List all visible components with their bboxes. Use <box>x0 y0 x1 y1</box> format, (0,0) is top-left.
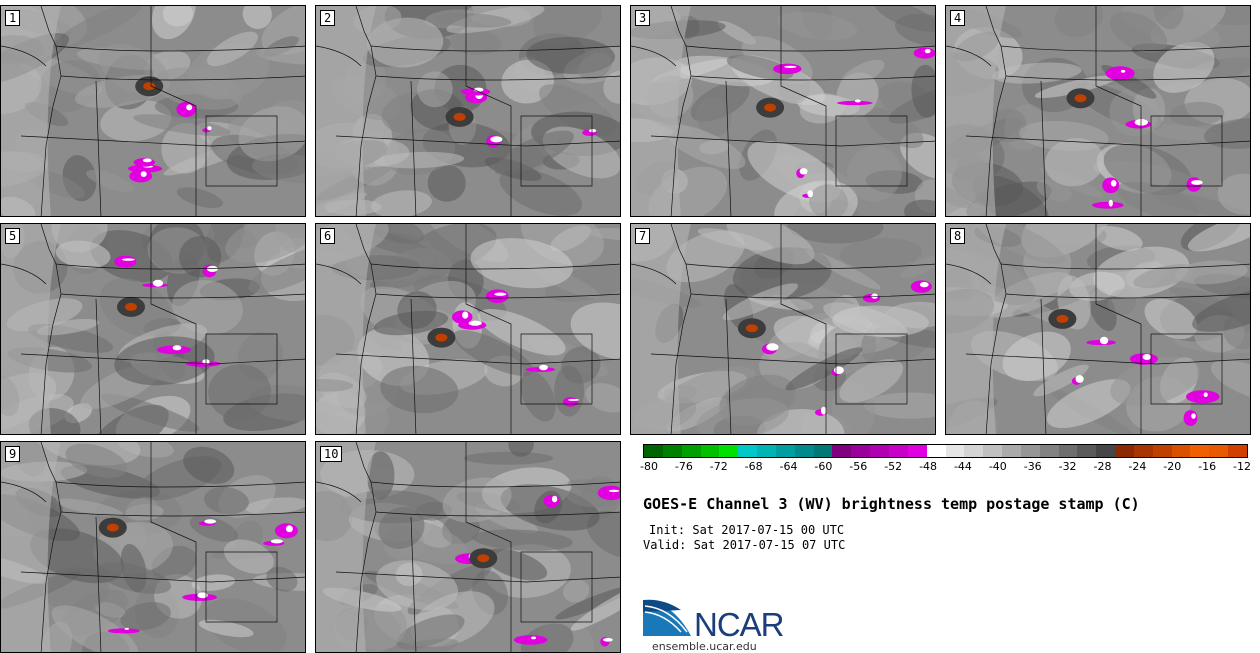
panel-label: 9 <box>5 446 21 462</box>
colorbar-swatch <box>644 445 663 457</box>
colorbar-tick-label: -64 <box>779 460 798 473</box>
panel-10: 10 <box>315 441 621 653</box>
colorbar-swatch <box>907 445 927 457</box>
colorbar-swatch <box>1002 445 1021 457</box>
panel-1: 1 <box>0 5 306 217</box>
colorbar-swatch <box>888 445 908 457</box>
panel-label: 3 <box>635 10 651 26</box>
colorbar-swatch <box>719 445 739 457</box>
panel-3: 3 <box>630 5 936 217</box>
colorbar-swatch <box>1096 445 1116 457</box>
panel-8: 8 <box>945 223 1251 435</box>
colorbar-swatch <box>851 445 871 457</box>
panel-label: 10 <box>320 446 343 462</box>
colorbar-tick-label: -40 <box>988 460 1007 473</box>
panel-7: 7 <box>630 223 936 435</box>
colorbar-tick-label: -48 <box>919 460 938 473</box>
colorbar-swatch <box>1020 445 1040 457</box>
colorbar <box>643 444 1248 458</box>
panel-label: 2 <box>320 10 336 26</box>
colorbar-swatch <box>662 445 682 457</box>
colorbar-ticks: -80 -76 -72 -68 -64 -60 -56 -52 -48 -44 -40 -36 -32 -… <box>640 460 1251 476</box>
init-time: Init: Sat 2017-07-15 00 UTC <box>649 523 845 537</box>
colorbar-swatch <box>832 445 852 457</box>
colorbar-swatch <box>1039 445 1059 457</box>
panel-label: 4 <box>950 10 966 26</box>
colorbar-swatch <box>926 445 946 457</box>
colorbar-swatch <box>964 445 984 457</box>
colorbar-swatch <box>1115 445 1134 457</box>
colorbar-swatch <box>1209 445 1229 457</box>
site-url: ensemble.ucar.edu <box>652 640 757 653</box>
colorbar-swatch <box>757 445 776 457</box>
panel-label: 8 <box>950 228 966 244</box>
colorbar-swatch <box>983 445 1003 457</box>
colorbar-swatch <box>775 445 795 457</box>
colorbar-tick-label: -20 <box>1163 460 1182 473</box>
colorbar-tick-label: -80 <box>640 460 658 473</box>
colorbar-tick-label: -56 <box>849 460 868 473</box>
panel-label: 7 <box>635 228 651 244</box>
figure-title: GOES-E Channel 3 (WV) brightness temp po… <box>643 495 1140 513</box>
colorbar-tick-label: -76 <box>674 460 693 473</box>
colorbar-swatch <box>870 445 889 457</box>
colorbar-swatch <box>738 445 758 457</box>
colorbar-swatch <box>1077 445 1097 457</box>
panel-9: 9 <box>0 441 306 653</box>
colorbar-swatch <box>1152 445 1172 457</box>
ncar-logo-text: NCAR <box>694 606 785 643</box>
colorbar-swatch <box>1058 445 1078 457</box>
colorbar-tick-label: -36 <box>1023 460 1042 473</box>
colorbar-swatch <box>794 445 814 457</box>
valid-time: Valid: Sat 2017-07-15 07 UTC <box>643 538 846 552</box>
colorbar-tick-label: -72 <box>709 460 728 473</box>
ncar-logo-icon <box>643 599 691 636</box>
colorbar-tick-label: -52 <box>884 460 903 473</box>
panel-2: 2 <box>315 5 621 217</box>
panel-label: 5 <box>5 228 21 244</box>
panel-5: 5 <box>0 223 306 435</box>
colorbar-tick-label: -32 <box>1058 460 1077 473</box>
colorbar-tick-label: -68 <box>744 460 763 473</box>
colorbar-tick-label: -60 <box>814 460 833 473</box>
colorbar-swatch <box>1228 445 1247 457</box>
colorbar-swatch <box>700 445 720 457</box>
colorbar-tick-label: -44 <box>953 460 972 473</box>
colorbar-swatch <box>945 445 965 457</box>
colorbar-tick-label: -16 <box>1198 460 1217 473</box>
colorbar-swatch <box>1133 445 1153 457</box>
colorbar-tick-label: -12 <box>1233 460 1251 473</box>
colorbar-swatch <box>681 445 701 457</box>
colorbar-swatch <box>1171 445 1191 457</box>
panel-4: 4 <box>945 5 1251 217</box>
panel-label: 1 <box>5 10 21 26</box>
colorbar-tick-label: -28 <box>1093 460 1112 473</box>
colorbar-swatch <box>813 445 833 457</box>
panel-6: 6 <box>315 223 621 435</box>
panel-label: 6 <box>320 228 336 244</box>
colorbar-tick-label: -24 <box>1128 460 1147 473</box>
colorbar-swatch <box>1190 445 1210 457</box>
